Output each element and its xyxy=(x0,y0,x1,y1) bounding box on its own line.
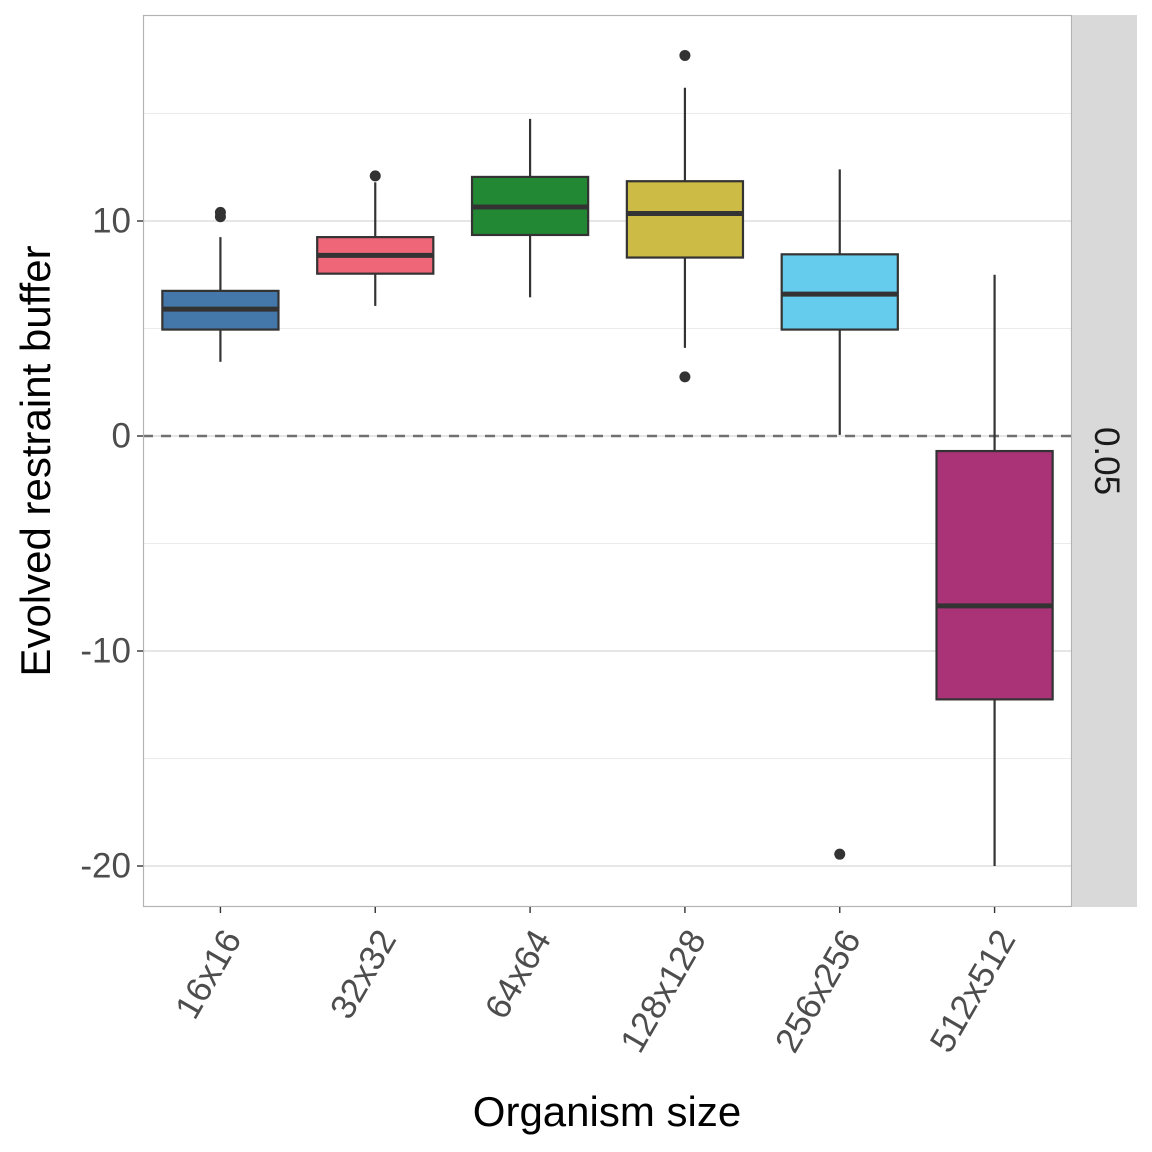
facet-strip-label: 0.05 xyxy=(1087,427,1126,495)
y-tick-label: 10 xyxy=(92,202,131,241)
box-16x16 xyxy=(161,206,280,362)
box-128x128 xyxy=(625,49,745,383)
boxes xyxy=(161,49,1054,866)
gridlines xyxy=(143,113,1072,867)
box-256x256 xyxy=(780,169,899,860)
facet-strip-background xyxy=(1072,15,1137,907)
x-tick-label: 256x256 xyxy=(768,923,869,1059)
outlier-point xyxy=(369,170,381,182)
box-32x32 xyxy=(316,170,435,306)
x-tick-label: 16x16 xyxy=(168,923,249,1025)
x-tick-label: 64x64 xyxy=(478,923,559,1025)
y-tick-label: 0 xyxy=(112,417,131,456)
outlier-point xyxy=(834,848,846,860)
outlier-point xyxy=(679,49,691,61)
y-axis-title: Evolved restraint buffer xyxy=(12,245,59,676)
x-axis-title: Organism size xyxy=(473,1088,741,1135)
outlier-point xyxy=(214,206,226,218)
iqr-box xyxy=(625,180,745,259)
y-tick-label: -10 xyxy=(80,632,131,671)
x-tick-label: 128x128 xyxy=(613,923,714,1059)
x-tick-label: 32x32 xyxy=(323,923,404,1025)
facet-strip: 0.05 xyxy=(1072,15,1137,907)
y-axis: -20 -10 0 10 xyxy=(80,202,143,886)
box-512x512 xyxy=(935,274,1054,866)
x-axis: 16x16 32x32 64x64 128x128 256x256 512x512 xyxy=(168,907,1024,1059)
box-64x64 xyxy=(470,118,590,298)
y-tick-label: -20 xyxy=(80,847,131,886)
iqr-box xyxy=(935,449,1054,701)
x-tick-label: 512x512 xyxy=(923,923,1024,1059)
outlier-point xyxy=(679,371,691,383)
panel-border xyxy=(142,14,1073,908)
